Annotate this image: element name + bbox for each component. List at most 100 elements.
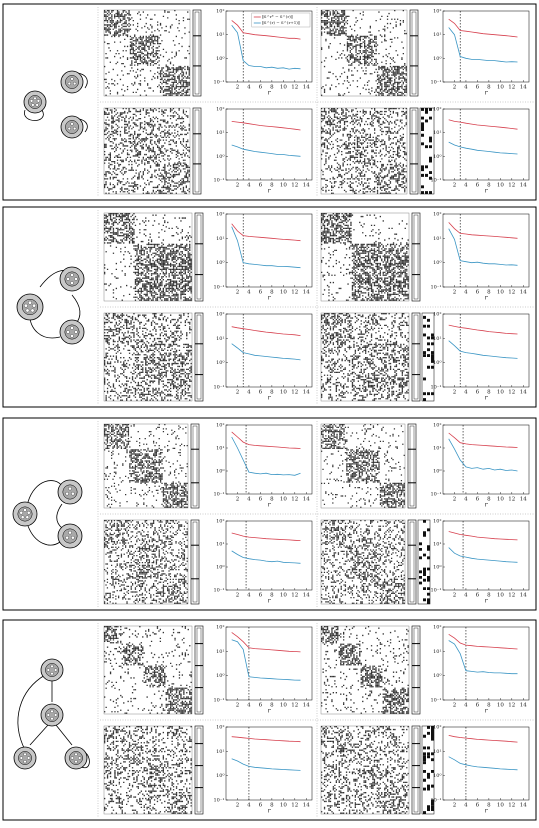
member-dot <box>30 308 35 313</box>
x-tick-label: 12 <box>291 593 298 599</box>
y-tick-label: 10¹ <box>216 130 224 136</box>
x-tick-label: 8 <box>270 290 274 296</box>
assignment-noise-cells <box>423 726 434 814</box>
x-axis-label: r <box>268 395 272 402</box>
member-dot <box>50 709 54 713</box>
community-core <box>45 663 59 677</box>
member-dot <box>46 713 50 717</box>
x-tick-label: 8 <box>487 290 491 296</box>
member-dot <box>74 277 78 281</box>
x-tick-label: 8 <box>487 390 491 396</box>
series-line <box>448 141 518 155</box>
edge <box>27 525 61 546</box>
x-tick-label: 10 <box>497 85 504 91</box>
assignment-bar <box>407 519 417 605</box>
series-line <box>231 532 301 541</box>
legend-label: ‖S^r* − S^(r)‖ <box>262 14 293 19</box>
community-core <box>62 528 78 544</box>
x-tick-label: 6 <box>259 183 263 189</box>
series-line <box>231 121 301 131</box>
member-dot <box>25 308 30 313</box>
series-line <box>231 436 301 476</box>
x-tick-label: 4 <box>247 703 251 709</box>
x-tick-label: 2 <box>236 290 240 296</box>
member-dot <box>46 668 50 672</box>
x-tick-label: 12 <box>508 183 515 189</box>
series-line <box>448 756 518 771</box>
y-tick-label: 10⁰ <box>216 360 224 366</box>
x-tick-label: 2 <box>236 803 240 809</box>
series-line <box>231 550 301 564</box>
x-tick-label: 10 <box>497 703 504 709</box>
x-axis-label: r <box>268 598 272 605</box>
x-tick-label: 4 <box>464 390 468 396</box>
member-dot <box>19 511 23 515</box>
y-tick-label: 10² <box>216 212 224 218</box>
y-tick-label: 10¹ <box>216 446 224 452</box>
member-dot <box>74 330 78 334</box>
member-dot <box>29 99 34 103</box>
x-tick-label: 8 <box>487 497 491 503</box>
x-tick-label: 2 <box>236 85 240 91</box>
x-tick-label: 8 <box>487 703 491 709</box>
assignment-inner <box>409 521 415 603</box>
x-tick-label: 2 <box>453 85 457 91</box>
y-tick-label: 10¹ <box>433 542 441 548</box>
series-line <box>448 324 518 335</box>
x-tick-label: 8 <box>270 85 274 91</box>
community-core <box>64 324 80 340</box>
x-tick-label: 12 <box>508 290 515 296</box>
series-line <box>231 431 301 449</box>
x-tick-label: 10 <box>280 703 287 709</box>
series-line <box>448 27 518 63</box>
plot-area <box>442 213 530 288</box>
y-tick-label: 10⁻¹ <box>213 178 224 184</box>
member-dot <box>66 330 70 334</box>
member-dot <box>70 334 74 338</box>
series-line <box>231 226 301 269</box>
member-dot <box>74 760 78 764</box>
y-tick-label: 10⁻¹ <box>430 492 441 498</box>
y-tick-label: 10⁻¹ <box>430 798 441 804</box>
x-axis-label: r <box>268 808 272 815</box>
x-tick-label: 14 <box>520 290 527 296</box>
matrix-frame <box>103 625 193 715</box>
x-tick-label: 14 <box>303 183 310 189</box>
x-tick-label: 2 <box>453 703 457 709</box>
x-tick-label: 4 <box>464 183 468 189</box>
edge <box>17 674 46 751</box>
y-tick-label: 10⁰ <box>216 565 224 571</box>
y-tick-label: 10⁰ <box>216 56 224 62</box>
x-tick-label: 14 <box>303 290 310 296</box>
assignment-inner <box>196 314 202 400</box>
y-tick-label: 10² <box>216 312 224 318</box>
assignment-bar <box>190 423 200 509</box>
y-tick-label: 10² <box>433 519 441 525</box>
y-tick-label: 10¹ <box>216 542 224 548</box>
x-tick-label: 12 <box>508 497 515 503</box>
legend-box <box>251 12 311 28</box>
x-axis-label: r <box>485 598 489 605</box>
x-tick-label: 6 <box>476 803 480 809</box>
plot-area <box>442 108 530 181</box>
y-tick-label: 10¹ <box>433 649 441 655</box>
edge <box>56 503 63 529</box>
assignment-bar <box>411 312 421 402</box>
edge <box>24 109 44 121</box>
assignment-noise-cells <box>419 520 430 604</box>
series-line <box>231 223 301 242</box>
assignment-inner <box>411 11 417 95</box>
x-tick-label: 14 <box>520 390 527 396</box>
x-tick-label: 2 <box>453 390 457 396</box>
plot-area <box>225 108 313 181</box>
x-tick-label: 12 <box>508 85 515 91</box>
y-tick-label: 10² <box>216 9 224 15</box>
x-tick-label: 4 <box>247 290 251 296</box>
series-line <box>448 340 518 359</box>
y-tick-label: 10² <box>216 725 224 731</box>
member-dot <box>65 535 69 540</box>
x-tick-label: 6 <box>476 290 480 296</box>
x-axis-label: r <box>268 708 272 715</box>
x-tick-label: 8 <box>487 593 491 599</box>
series-line <box>448 438 518 472</box>
